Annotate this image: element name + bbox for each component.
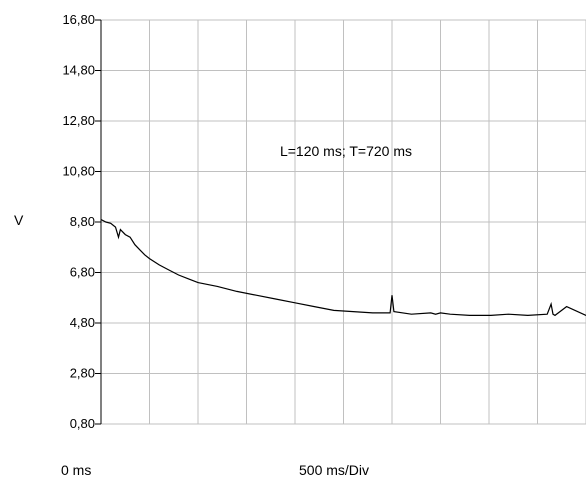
axes [95, 19, 102, 425]
y-tick-label: 2,80 [70, 366, 95, 381]
y-tick-label: 0,80 [70, 416, 95, 431]
grid [100, 19, 586, 425]
voltage-trace [100, 218, 586, 317]
y-tick-label: 16,80 [62, 12, 95, 27]
y-tick-label: 4,80 [70, 315, 95, 330]
y-tick-labels: 16,80 14,80 12,80 10,80 8,80 6,80 4,80 2,80 0,80 [62, 12, 95, 431]
y-tick-label: 8,80 [70, 214, 95, 229]
annotation: L=120 ms; T=720 ms [280, 143, 412, 159]
y-tick-label: 10,80 [62, 164, 95, 179]
y-tick-label: 14,80 [62, 63, 95, 78]
y-tick-label: 6,80 [70, 265, 95, 280]
y-axis-label: V [14, 212, 24, 228]
y-tick-label: 12,80 [62, 113, 95, 128]
x-start-label: 0 ms [61, 462, 91, 478]
x-div-label: 500 ms/Div [299, 462, 369, 478]
